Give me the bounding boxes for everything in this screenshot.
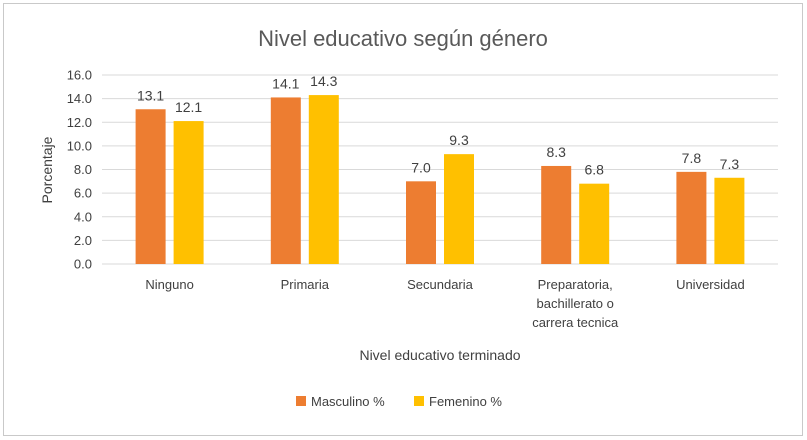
category-label: carrera tecnica xyxy=(532,315,619,330)
bars xyxy=(135,95,745,264)
y-axis-label: Porcentaje xyxy=(39,136,55,203)
category-label: Primaria xyxy=(281,277,330,292)
legend-swatch xyxy=(296,396,306,406)
data-label: 12.1 xyxy=(175,99,202,115)
y-tick-label: 4.0 xyxy=(74,209,92,224)
bar xyxy=(270,97,301,264)
y-axis-ticks: 0.0 2.0 4.0 6.0 8.0 10.0 12.0 14.0 16.0 xyxy=(67,68,92,272)
y-tick-label: 0.0 xyxy=(74,257,92,272)
category-label: Ninguno xyxy=(145,277,193,292)
bar xyxy=(135,109,166,264)
y-tick-label: 6.0 xyxy=(74,186,92,201)
category-label: Universidad xyxy=(676,277,745,292)
legend-swatch xyxy=(414,396,424,406)
x-axis-categories: Ninguno Primaria Secundaria Preparatoria, ba… xyxy=(145,277,744,330)
legend-label: Femenino % xyxy=(429,394,502,409)
bar xyxy=(676,171,707,264)
x-axis-label: Nivel educativo terminado xyxy=(359,347,520,363)
data-label: 7.8 xyxy=(682,150,702,166)
data-label: 14.1 xyxy=(272,75,299,91)
gridlines xyxy=(102,74,778,265)
data-label: 9.3 xyxy=(449,132,469,148)
legend: Masculino % Femenino % xyxy=(296,394,502,409)
y-tick-label: 16.0 xyxy=(67,68,92,83)
data-label: 14.3 xyxy=(310,73,337,89)
bar xyxy=(173,121,204,264)
legend-label: Masculino % xyxy=(311,394,385,409)
data-labels: 13.1 12.1 14.1 14.3 7.0 9.3 8.3 6.8 7.8 7.3 xyxy=(137,73,739,178)
y-tick-label: 12.0 xyxy=(67,115,92,130)
bar xyxy=(308,95,339,264)
y-tick-label: 2.0 xyxy=(74,233,92,248)
data-label: 6.8 xyxy=(584,162,604,178)
y-tick-label: 8.0 xyxy=(74,162,92,177)
bar xyxy=(406,181,436,264)
bar xyxy=(541,165,572,264)
bar xyxy=(579,183,610,264)
category-label: Preparatoria, xyxy=(538,277,613,292)
y-tick-label: 10.0 xyxy=(67,138,92,153)
data-label: 8.3 xyxy=(546,144,566,160)
category-label: bachillerato o xyxy=(537,296,614,311)
bar xyxy=(714,177,745,264)
chart-title: Nivel educativo según género xyxy=(258,26,548,51)
y-tick-label: 14.0 xyxy=(67,91,92,106)
data-label: 7.0 xyxy=(411,159,431,175)
bar xyxy=(444,154,474,264)
category-label: Secundaria xyxy=(407,277,474,292)
data-label: 13.1 xyxy=(137,87,164,103)
data-label: 7.3 xyxy=(720,156,740,172)
